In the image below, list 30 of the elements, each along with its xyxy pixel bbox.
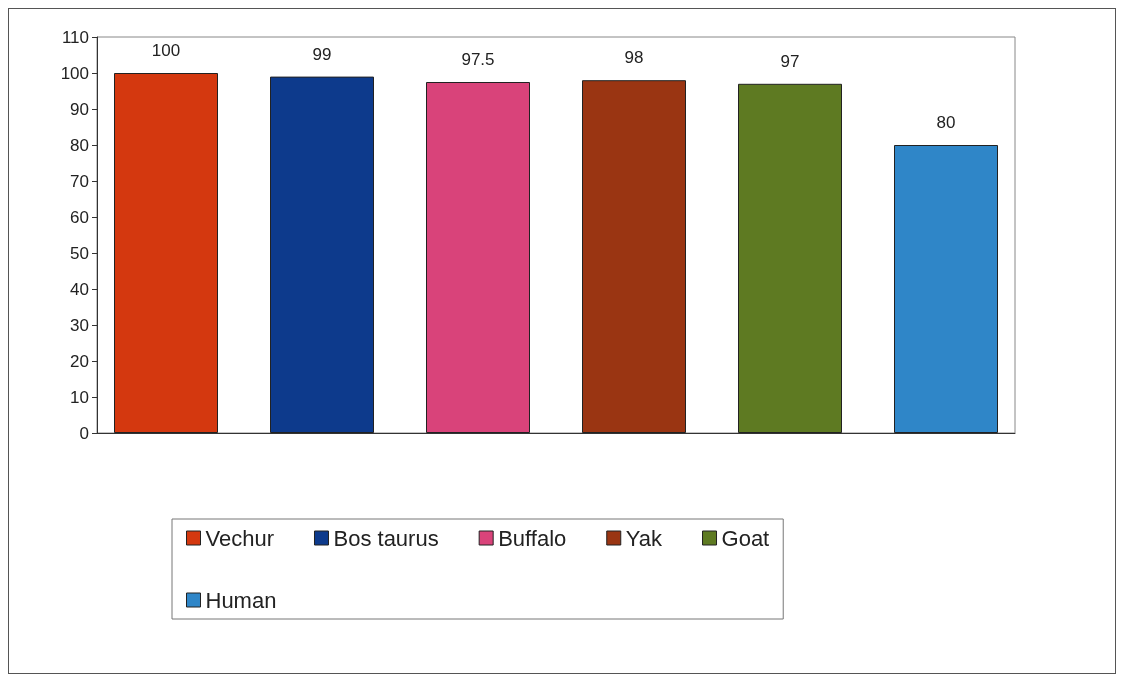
bar [894,145,998,433]
legend-label: Human [205,587,277,613]
y-tick-label: 90 [70,99,89,119]
y-tick-label: 70 [70,171,89,191]
bar [270,76,374,433]
y-tick-label: 0 [79,423,89,443]
y-tick-label: 50 [70,243,89,263]
legend-label: Buffalo [498,525,567,551]
data-label: 99 [312,44,332,64]
legend-label: Yak [625,525,664,551]
y-tick-label: 60 [70,207,89,227]
data-label: 98 [624,48,644,68]
data-label: 80 [936,113,956,132]
legend-label: Bos taurus [333,525,439,551]
legend-label: Goat [721,525,770,551]
y-tick-label: 20 [70,351,89,371]
y-tick-label: 80 [70,135,89,155]
bar [582,80,686,433]
bar [426,82,530,433]
y-tick-label: 100 [60,63,89,83]
y-tick-label: 110 [61,27,89,47]
y-tick-label: 30 [70,315,89,335]
data-label: 97 [780,51,800,71]
bar [738,83,842,433]
y-tick-label: 40 [70,279,89,299]
legend-label: Vechur [205,525,274,551]
data-label: 97.5 [461,50,495,69]
y-tick-label: 10 [70,387,89,407]
data-label: 100 [151,41,181,60]
bar [114,73,218,433]
